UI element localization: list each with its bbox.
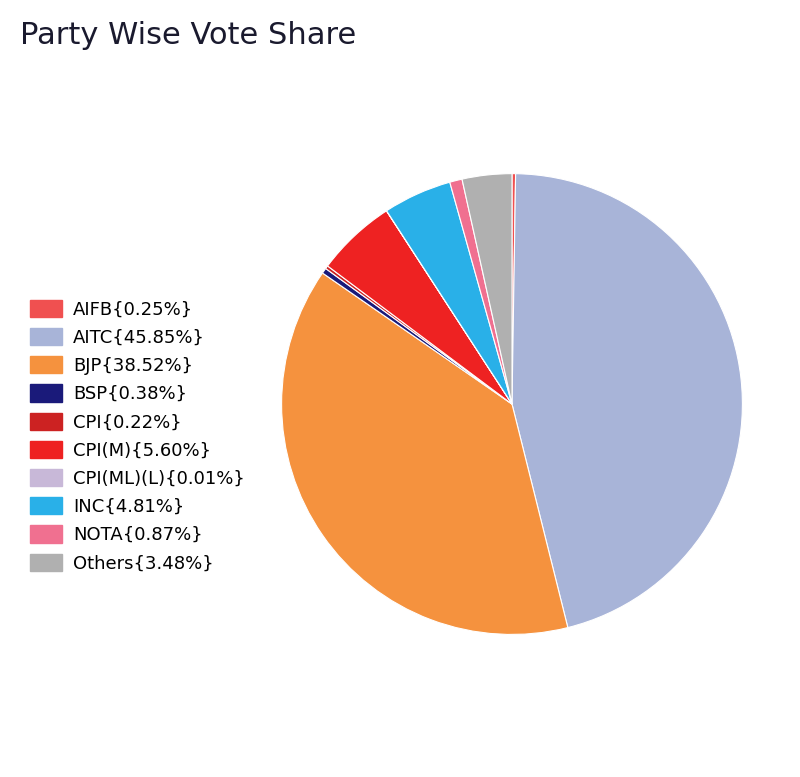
Wedge shape <box>327 211 512 404</box>
Wedge shape <box>450 179 512 404</box>
Wedge shape <box>326 266 512 404</box>
Wedge shape <box>322 269 512 404</box>
Wedge shape <box>282 273 568 635</box>
Text: Party Wise Vote Share: Party Wise Vote Share <box>20 20 356 50</box>
Wedge shape <box>512 173 516 404</box>
Wedge shape <box>386 211 512 404</box>
Legend: AIFB{0.25%}, AITC{45.85%}, BJP{38.52%}, BSP{0.38%}, CPI{0.22%}, CPI(M){5.60%}, C: AIFB{0.25%}, AITC{45.85%}, BJP{38.52%}, … <box>30 300 245 573</box>
Wedge shape <box>462 173 512 404</box>
Wedge shape <box>512 174 742 628</box>
Wedge shape <box>386 182 512 404</box>
